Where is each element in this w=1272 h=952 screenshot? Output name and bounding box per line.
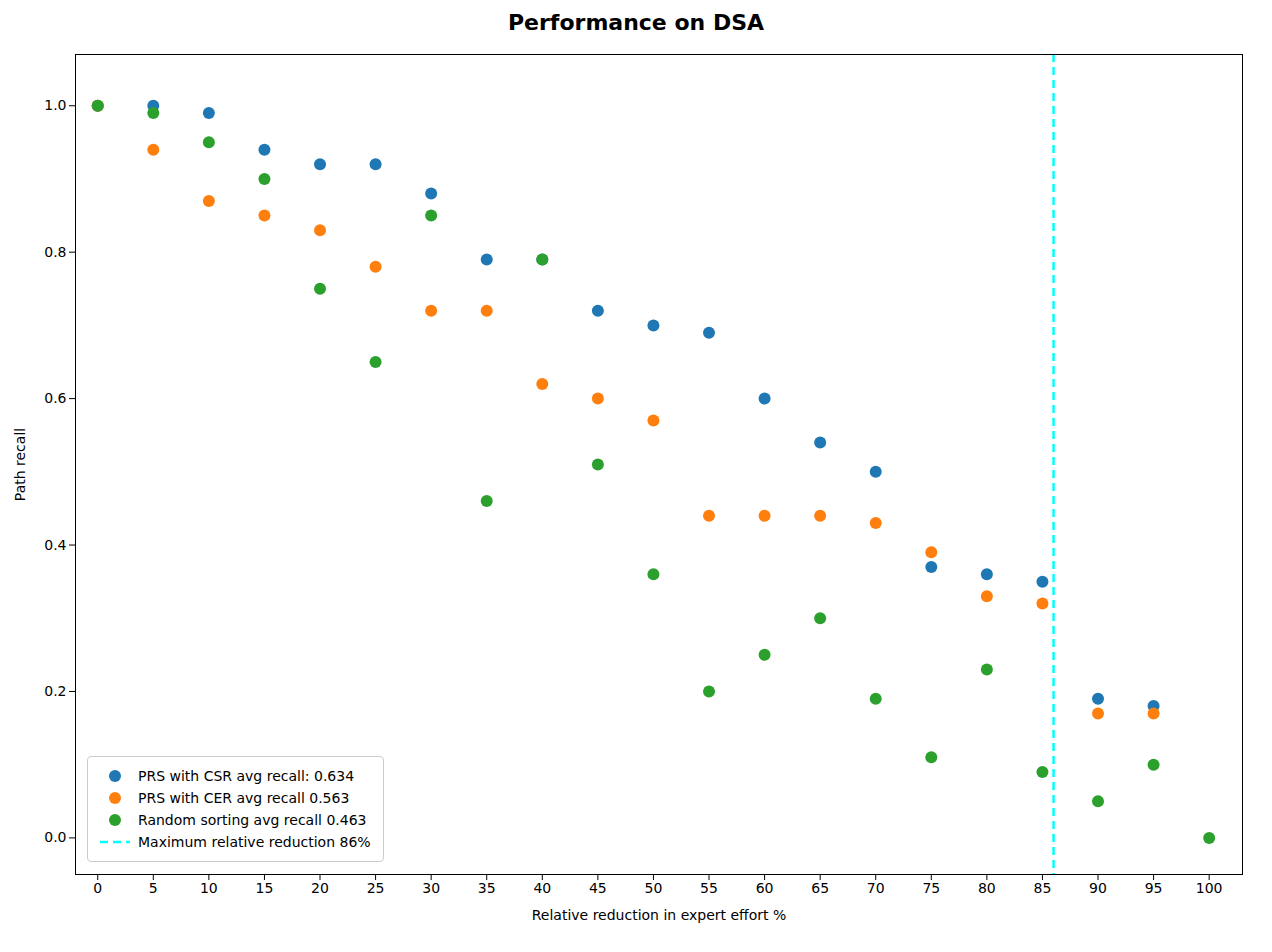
- svg-text:Relative reduction in expert e: Relative reduction in expert effort %: [532, 907, 787, 923]
- html-text:PRS with CSR avg recall: 0.634: PRS with CSR avg recall: 0.634: [138, 768, 355, 784]
- svg-text:0.6: 0.6: [44, 390, 66, 406]
- svg-text:85: 85: [1034, 880, 1052, 896]
- html-text:Performance on DSA: Performance on DSA: [508, 10, 764, 35]
- svg-text:65: 65: [811, 880, 829, 896]
- svg-text:55: 55: [700, 880, 718, 896]
- svg-text:35: 35: [478, 880, 496, 896]
- svg-text:60: 60: [756, 880, 774, 896]
- svg-text:20: 20: [311, 880, 329, 896]
- svg-text:10: 10: [200, 880, 218, 896]
- svg-text:75: 75: [922, 880, 940, 896]
- svg-text:5: 5: [149, 880, 158, 896]
- svg-text:0.0: 0.0: [44, 829, 66, 845]
- svg-text:30: 30: [422, 880, 440, 896]
- svg-text:0.8: 0.8: [44, 244, 66, 260]
- svg-text:100: 100: [1196, 880, 1223, 896]
- html-text:Maximum relative reduction 86%: Maximum relative reduction 86%: [138, 834, 371, 850]
- svg-text:40: 40: [533, 880, 551, 896]
- html-text:Random sorting avg recall 0.46: Random sorting avg recall 0.463: [138, 812, 367, 828]
- svg-text:80: 80: [978, 880, 996, 896]
- svg-text:95: 95: [1145, 880, 1163, 896]
- svg-text:0.4: 0.4: [44, 537, 66, 553]
- svg-text:45: 45: [589, 880, 607, 896]
- svg-text:Path recall: Path recall: [12, 428, 28, 501]
- svg-text:50: 50: [645, 880, 663, 896]
- svg-text:0: 0: [93, 880, 102, 896]
- html-text:PRS with CER avg recall 0.563: PRS with CER avg recall 0.563: [138, 790, 350, 806]
- svg-text:25: 25: [367, 880, 385, 896]
- svg-text:90: 90: [1089, 880, 1107, 896]
- svg-text:0.2: 0.2: [44, 683, 66, 699]
- svg-text:15: 15: [256, 880, 274, 896]
- svg-text:70: 70: [867, 880, 885, 896]
- svg-text:1.0: 1.0: [44, 97, 66, 113]
